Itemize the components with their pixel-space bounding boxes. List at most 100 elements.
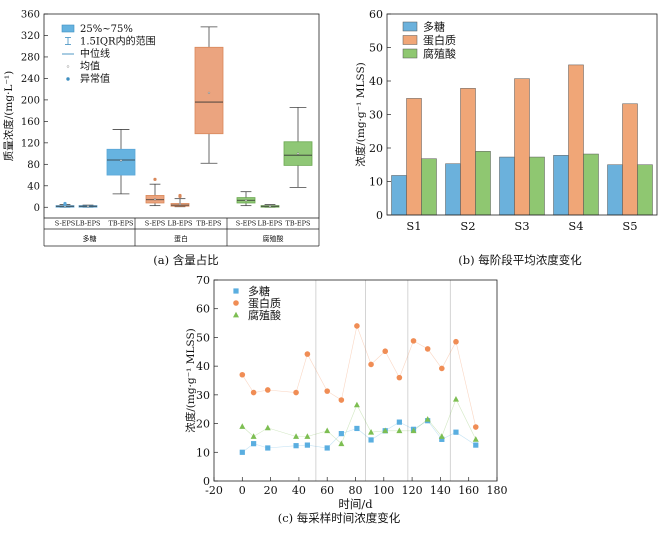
data-point-蛋白质 bbox=[250, 389, 257, 396]
outlier-point bbox=[178, 193, 182, 198]
category-label: LB-EPS bbox=[76, 220, 101, 228]
y-tick-label: 0 bbox=[376, 209, 383, 222]
data-point-蛋白质 bbox=[439, 365, 445, 372]
data-point-蛋白质 bbox=[264, 387, 271, 393]
outlier-point bbox=[63, 201, 67, 206]
y-axis-label: 浓度/(mg·g⁻¹ MLSS) bbox=[354, 62, 367, 166]
data-point-腐殖酸 bbox=[452, 395, 459, 402]
x-axis-label: 时间/d bbox=[338, 497, 373, 511]
y-tick-label: 60 bbox=[196, 303, 210, 316]
data-point-蛋白质 bbox=[472, 424, 479, 430]
x-tick-label: S3 bbox=[514, 219, 529, 233]
data-point-多糖 bbox=[396, 419, 402, 425]
y-tick-label: 10 bbox=[369, 176, 383, 189]
category-label: S-EPS bbox=[236, 220, 256, 228]
y-tick-label: 50 bbox=[369, 42, 383, 55]
bar-蛋白质 bbox=[514, 78, 530, 216]
x-tick-label: 120 bbox=[402, 484, 423, 497]
y-tick-label: 0 bbox=[34, 203, 40, 214]
data-point-多糖 bbox=[368, 437, 374, 443]
y-tick-label: 240 bbox=[21, 74, 40, 85]
legend-swatch bbox=[402, 35, 418, 45]
y-tick-label: 80 bbox=[27, 160, 40, 171]
data-point-蛋白质 bbox=[368, 361, 374, 368]
bar-蛋白质 bbox=[460, 88, 476, 216]
data-point-多糖 bbox=[338, 431, 344, 437]
legend-label: 多糖 bbox=[248, 284, 270, 298]
y-axis-label: 质量浓度/(mg·L⁻¹) bbox=[2, 71, 15, 161]
data-point-腐殖酸 bbox=[472, 436, 479, 442]
y-tick-label: 30 bbox=[369, 109, 383, 122]
mean-marker bbox=[296, 152, 300, 155]
series-line-多糖 bbox=[242, 420, 476, 453]
legend-label: 多糖 bbox=[423, 20, 445, 34]
x-tick-label: 0 bbox=[239, 484, 246, 497]
data-point-多糖 bbox=[473, 442, 479, 448]
y-tick-label: 280 bbox=[21, 52, 40, 63]
legend-marker bbox=[233, 311, 239, 318]
bar-蛋白质 bbox=[622, 103, 638, 216]
y-tick-label: 30 bbox=[196, 389, 210, 402]
category-label: TB-EPS bbox=[285, 220, 310, 228]
y-tick-label: 200 bbox=[21, 95, 40, 106]
legend-label: 异常值 bbox=[80, 72, 110, 85]
bar-腐殖酸 bbox=[475, 151, 491, 216]
legend-label: 中位线 bbox=[80, 47, 110, 60]
x-tick-label: 180 bbox=[487, 484, 508, 497]
data-point-蛋白质 bbox=[354, 323, 360, 329]
legend-label: 均值 bbox=[80, 60, 100, 73]
iqr-box bbox=[106, 148, 136, 176]
data-point-蛋白质 bbox=[382, 348, 389, 355]
data-point-多糖 bbox=[439, 436, 445, 442]
x-tick-label: S4 bbox=[568, 219, 583, 233]
y-tick-label: 120 bbox=[21, 138, 40, 149]
bar-腐殖酸 bbox=[583, 153, 599, 216]
y-tick-label: 70 bbox=[196, 274, 210, 287]
legend-label: 蛋白质 bbox=[248, 296, 281, 310]
data-point-蛋白质 bbox=[338, 397, 345, 403]
category-label: S-EPS bbox=[145, 220, 165, 228]
legend-label: 1.5IQR内的范围 bbox=[80, 35, 156, 48]
data-point-多糖 bbox=[324, 445, 330, 451]
x-tick-label: S5 bbox=[622, 219, 637, 233]
data-point-腐殖酸 bbox=[424, 416, 431, 422]
series-line-蛋白质 bbox=[242, 324, 477, 428]
bar-蛋白质 bbox=[568, 64, 584, 216]
mean-marker bbox=[207, 91, 211, 95]
panel-caption: (b) 每阶段平均浓度变化 bbox=[458, 253, 582, 267]
data-point-腐殖酸 bbox=[239, 423, 246, 429]
y-tick-label: 50 bbox=[196, 331, 210, 344]
mean-marker bbox=[268, 205, 272, 208]
legend-label: 腐殖酸 bbox=[248, 308, 281, 322]
data-point-腐殖酸 bbox=[293, 433, 300, 439]
legend-marker bbox=[233, 300, 239, 306]
group-label: 腐殖酸 bbox=[263, 234, 284, 243]
x-tick-label: 40 bbox=[292, 484, 306, 497]
y-tick-label: 10 bbox=[196, 446, 210, 459]
data-point-多糖 bbox=[453, 429, 459, 435]
bar-多糖 bbox=[553, 155, 569, 216]
data-point-腐殖酸 bbox=[396, 427, 403, 434]
data-point-蛋白质 bbox=[239, 371, 246, 378]
bar-多糖 bbox=[391, 175, 407, 216]
data-point-蛋白质 bbox=[453, 338, 459, 345]
y-tick-label: 20 bbox=[369, 142, 383, 155]
data-point-腐殖酸 bbox=[264, 424, 271, 431]
x-tick-label: S1 bbox=[406, 219, 421, 233]
plot-frame bbox=[43, 13, 320, 219]
y-tick-label: 320 bbox=[21, 31, 40, 42]
x-tick-label: 20 bbox=[264, 484, 278, 497]
data-point-多糖 bbox=[239, 449, 245, 455]
data-point-多糖 bbox=[354, 425, 360, 432]
bar-多糖 bbox=[607, 164, 623, 216]
category-label: TB-EPS bbox=[108, 220, 133, 228]
data-point-多糖 bbox=[304, 442, 310, 448]
data-point-蛋白质 bbox=[304, 351, 311, 357]
y-tick-label: 40 bbox=[27, 181, 40, 192]
data-point-腐殖酸 bbox=[368, 428, 375, 435]
mean-marker bbox=[86, 205, 90, 208]
x-tick-label: 60 bbox=[320, 484, 334, 497]
group-label: 蛋白 bbox=[174, 234, 188, 243]
legend-marker bbox=[233, 288, 239, 294]
